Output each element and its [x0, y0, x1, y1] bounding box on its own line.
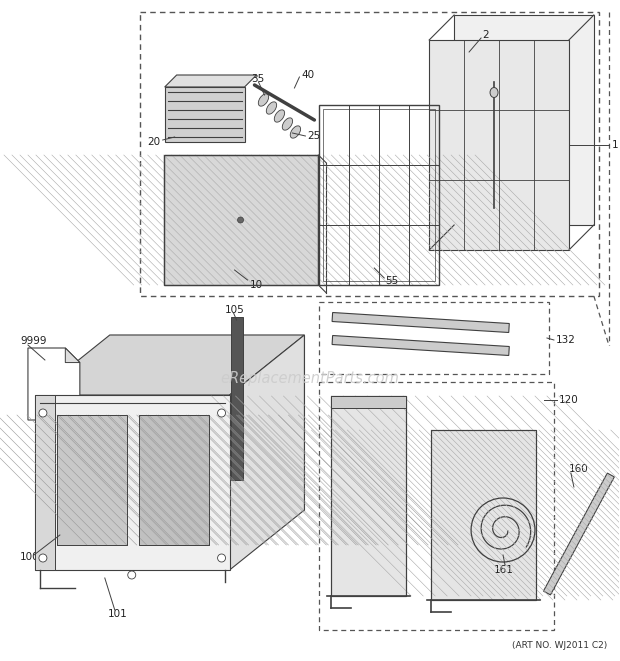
- Text: 120: 120: [559, 395, 578, 405]
- Polygon shape: [331, 396, 406, 596]
- Text: 100: 100: [20, 552, 40, 562]
- Polygon shape: [65, 348, 80, 363]
- Ellipse shape: [290, 126, 301, 138]
- Text: 55: 55: [385, 276, 399, 286]
- Polygon shape: [165, 87, 244, 142]
- Polygon shape: [35, 395, 229, 570]
- Text: 1: 1: [612, 140, 618, 150]
- Text: (ART NO. WJ2011 C2): (ART NO. WJ2011 C2): [512, 641, 607, 650]
- Polygon shape: [431, 430, 536, 600]
- Polygon shape: [139, 415, 208, 545]
- Polygon shape: [229, 335, 304, 570]
- Circle shape: [237, 217, 244, 223]
- Polygon shape: [429, 40, 569, 250]
- Polygon shape: [164, 155, 319, 285]
- Text: 9999: 9999: [20, 336, 46, 346]
- Polygon shape: [332, 313, 509, 332]
- Ellipse shape: [490, 87, 498, 98]
- Circle shape: [218, 554, 226, 562]
- Text: 132: 132: [556, 335, 576, 345]
- Text: 20: 20: [148, 137, 161, 147]
- Ellipse shape: [274, 110, 285, 122]
- Polygon shape: [454, 15, 594, 225]
- Polygon shape: [332, 336, 509, 356]
- Text: 101: 101: [108, 609, 128, 619]
- Polygon shape: [110, 335, 304, 510]
- Text: 25: 25: [308, 131, 321, 141]
- Circle shape: [128, 571, 136, 579]
- Ellipse shape: [267, 102, 277, 114]
- Polygon shape: [165, 75, 257, 87]
- Ellipse shape: [259, 94, 268, 106]
- Text: 35: 35: [252, 74, 265, 84]
- Text: 2: 2: [482, 30, 489, 40]
- Text: 161: 161: [494, 565, 514, 575]
- Polygon shape: [28, 348, 80, 420]
- Text: eReplacementParts.com: eReplacementParts.com: [220, 371, 399, 385]
- Circle shape: [218, 409, 226, 417]
- Text: 105: 105: [224, 305, 244, 315]
- Polygon shape: [57, 415, 126, 545]
- Ellipse shape: [282, 118, 293, 130]
- Polygon shape: [231, 317, 242, 480]
- Polygon shape: [35, 395, 55, 570]
- Circle shape: [39, 554, 47, 562]
- Polygon shape: [35, 335, 304, 395]
- Circle shape: [39, 409, 47, 417]
- Text: 40: 40: [301, 70, 314, 80]
- Text: 160: 160: [569, 464, 588, 474]
- Polygon shape: [331, 396, 406, 408]
- Polygon shape: [544, 473, 614, 595]
- Text: 10: 10: [249, 280, 263, 290]
